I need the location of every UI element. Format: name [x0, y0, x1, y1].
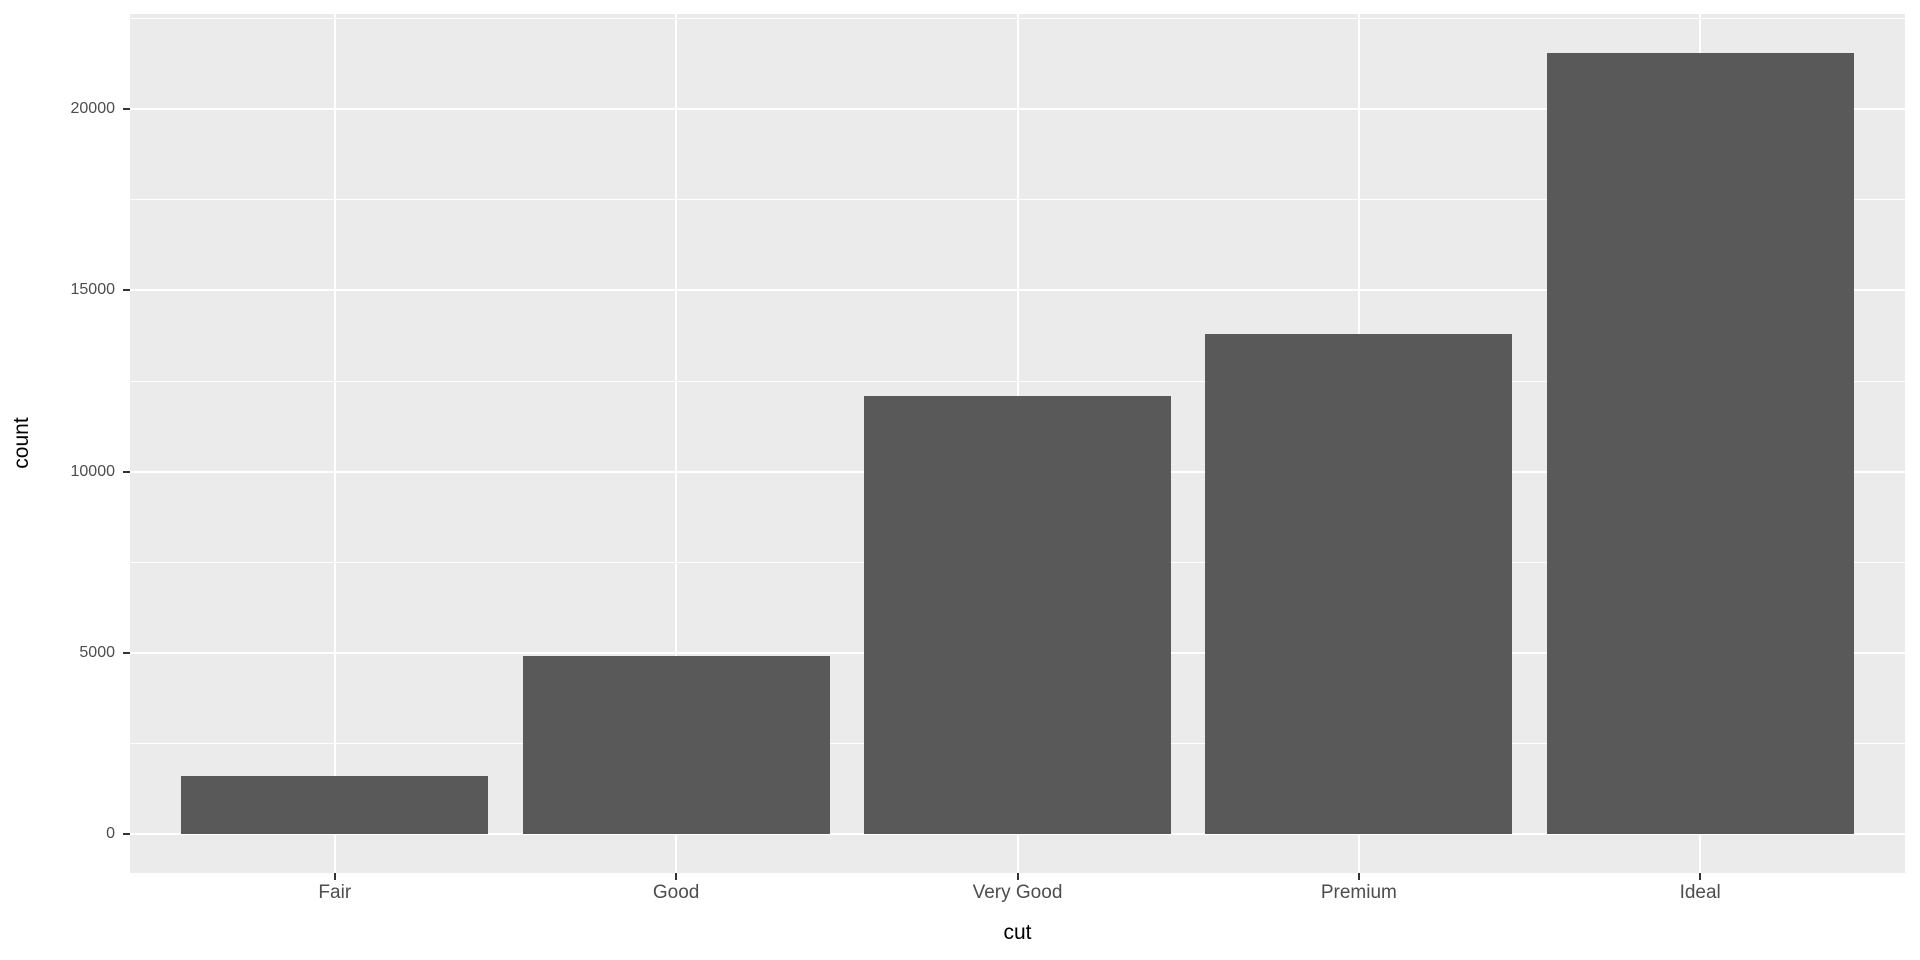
y-tick-mark — [123, 651, 130, 654]
bar — [1546, 53, 1854, 834]
y-tick-mark — [123, 108, 130, 111]
x-tick-label: Ideal — [1679, 882, 1721, 903]
gridline-major-vertical — [675, 14, 678, 873]
x-tick-mark — [1699, 873, 1702, 880]
x-tick-mark — [675, 873, 678, 880]
y-tick-label: 10000 — [70, 462, 116, 480]
x-axis-title: cut — [1003, 921, 1032, 944]
gridline-major-vertical — [333, 14, 336, 873]
y-tick-mark — [123, 470, 130, 473]
y-tick-label: 15000 — [70, 281, 116, 299]
bar — [522, 656, 830, 834]
x-tick-label: Premium — [1320, 882, 1397, 903]
bar — [863, 396, 1172, 834]
y-tick-label: 20000 — [70, 100, 116, 118]
y-tick-label: 0 — [106, 824, 115, 842]
y-axis-title: count — [10, 417, 33, 469]
bar — [1205, 334, 1513, 834]
x-tick-mark — [1357, 873, 1360, 880]
y-tick-label: 5000 — [79, 643, 115, 661]
y-tick-mark — [123, 832, 130, 835]
plot-panel — [130, 14, 1905, 873]
x-tick-mark — [333, 873, 336, 880]
x-tick-label: Fair — [318, 882, 352, 903]
x-tick-label: Good — [652, 882, 700, 903]
bar — [181, 775, 489, 834]
x-tick-mark — [1016, 873, 1019, 880]
x-tick-label: Very Good — [972, 882, 1063, 903]
y-tick-mark — [123, 289, 130, 292]
